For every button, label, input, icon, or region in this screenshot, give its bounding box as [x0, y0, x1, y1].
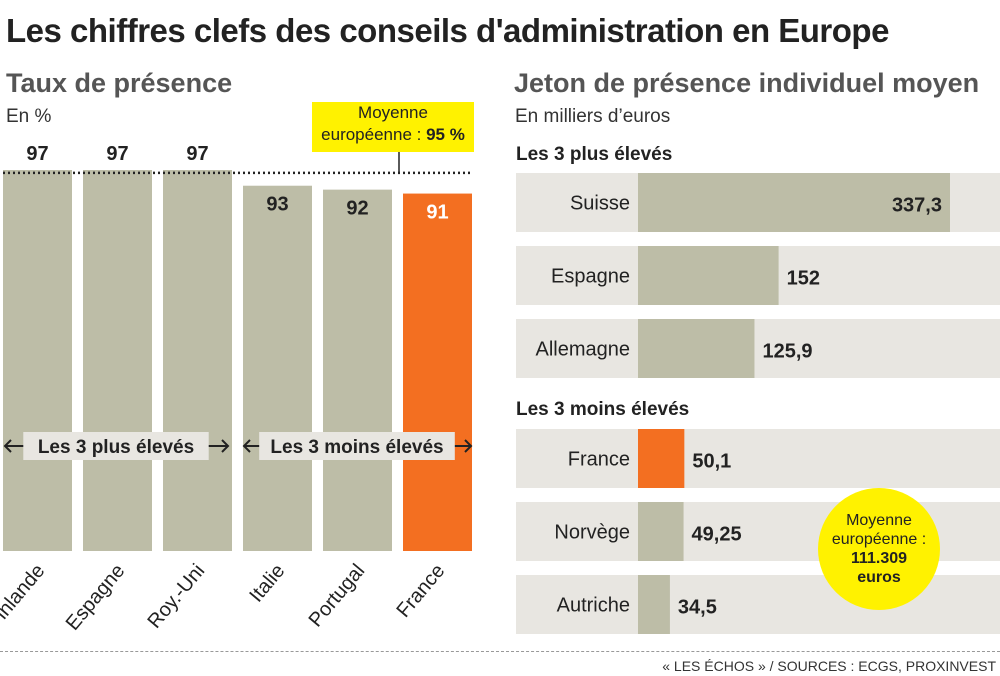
bar-portugal [323, 189, 392, 552]
average-fee-unit: euros [857, 569, 901, 586]
average-callout-value: 95 % [426, 125, 465, 144]
bar-value-label: 125,9 [762, 341, 812, 363]
right-group-high-heading: Les 3 plus élevés [516, 144, 673, 165]
average-fee-line2: européenne : [831, 531, 927, 548]
bar-value-label: 49,25 [692, 524, 742, 546]
average-callout-prefix: européenne : [321, 125, 427, 144]
group-label-highest-background [23, 432, 209, 460]
average-callout-line2: européenne : 95 % [312, 124, 474, 146]
bar-value-label: 337,3 [892, 195, 942, 217]
left-group-arrow-end-head [221, 439, 230, 453]
left-chart-title: Taux de présence [6, 68, 233, 98]
bar-autriche [638, 575, 670, 634]
category-label: France [392, 560, 449, 622]
group-label-lowest: Les 3 moins élevés [270, 437, 443, 458]
category-label: Portugal [305, 560, 370, 631]
category-label: Norvège [554, 522, 630, 544]
category-label: France [568, 449, 630, 471]
bar-espagne [638, 246, 779, 305]
bar-france [638, 429, 685, 488]
bar-value-label: 93 [266, 194, 288, 216]
row-track [516, 319, 1000, 378]
footer-divider [0, 651, 1000, 652]
bar-italie [243, 185, 312, 551]
right-group-arrow-start-head [242, 439, 251, 453]
bar-suisse [638, 173, 950, 232]
right-chart-unit: En milliers d’euros [515, 106, 671, 127]
average-fee-value: 111.309 [850, 550, 908, 567]
bar-espagne [83, 170, 152, 551]
average-callout-line1: Moyenne [358, 103, 428, 122]
average-callout-box: Moyenne européenne : 95 % [312, 102, 474, 152]
bar-value-label: 91 [426, 202, 448, 224]
category-label: Autriche [557, 595, 630, 617]
category-label: Roy.-Uni [143, 560, 209, 633]
fee-bar-chart: Suisse 337,3 Espagne 152 Allemagne 125,9 Franc… [516, 173, 1000, 634]
right-group-low-heading: Les 3 moins élevés [516, 399, 690, 420]
bar-value-label: 34,5 [678, 597, 717, 619]
bar-finlande [3, 170, 72, 551]
category-label: Suisse [570, 193, 630, 215]
category-label: Allemagne [535, 339, 630, 361]
bar-value-label: 97 [26, 143, 48, 165]
average-fee-line1: Moyenne [846, 512, 912, 529]
bar-france [403, 193, 472, 551]
bar-value-label: 97 [106, 143, 128, 165]
left-group-arrow-start-head [3, 439, 12, 453]
bar-roy-uni [163, 170, 232, 551]
bar-value-label: 92 [346, 198, 368, 220]
group-label-lowest-background [259, 432, 455, 460]
right-group-arrow-end-head [464, 439, 473, 453]
bar-norvege [638, 502, 684, 561]
right-chart-title: Jeton de présence individuel moyen [514, 68, 980, 98]
source-credit: « LES ÉCHOS » / SOURCES : ECGS, PROXINVE… [662, 658, 996, 674]
bar-value-label: 152 [787, 268, 820, 290]
row-track [516, 429, 1000, 488]
attendance-bar-chart: 97 Finlande 97 Espagne 97 Roy.-Uni 93 Italie 92 P… [0, 143, 473, 635]
category-label: Espagne [551, 266, 630, 288]
category-label: Espagne [62, 560, 130, 635]
bar-value-label: 97 [186, 143, 208, 165]
left-chart-unit: En % [6, 106, 52, 127]
main-title: Les chiffres clefs des conseils d'admini… [6, 12, 889, 49]
group-label-highest: Les 3 plus élevés [38, 437, 194, 458]
average-fee-callout: Moyenne européenne : 111.309 euros [818, 488, 940, 610]
category-label: Finlande [0, 560, 49, 633]
category-label: Italie [245, 560, 289, 607]
bar-value-label: 50,1 [692, 451, 731, 473]
bar-allemagne [638, 319, 755, 378]
